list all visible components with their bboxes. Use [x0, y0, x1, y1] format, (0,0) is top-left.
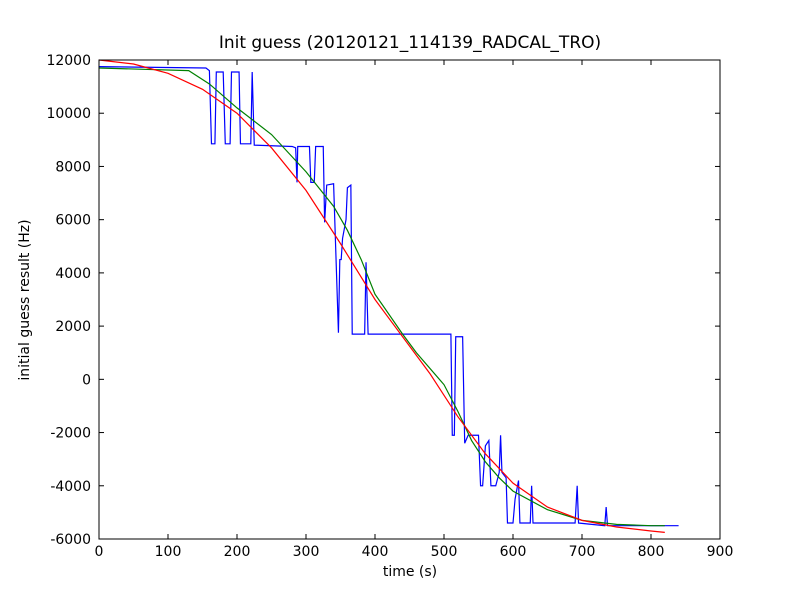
y-tick-label: 4000: [55, 266, 91, 282]
y-axis-label: initial guess result (Hz): [17, 219, 33, 380]
y-tick-label: -2000: [50, 426, 91, 442]
data-line: [98, 67, 665, 527]
plot-frame: [98, 59, 721, 540]
y-tick-label: -4000: [50, 479, 91, 495]
data-line: [98, 59, 665, 533]
y-tick-label: 6000: [55, 213, 91, 229]
x-tick-label: 400: [362, 544, 389, 560]
x-tick-label: 900: [707, 544, 734, 560]
y-tick-label: 8000: [55, 159, 91, 175]
y-tick-label: -6000: [50, 532, 91, 548]
x-tick-label: 500: [431, 544, 458, 560]
y-tick-label: 10000: [46, 106, 91, 122]
x-tick-label: 0: [95, 544, 104, 560]
x-tick-label: 700: [569, 544, 596, 560]
x-tick-label: 200: [224, 544, 251, 560]
x-tick-label: 100: [155, 544, 182, 560]
y-tick-label: 0: [82, 372, 91, 388]
x-tick-label: 300: [293, 544, 320, 560]
x-axis-label: time (s): [383, 564, 437, 580]
y-tick-label: 12000: [46, 53, 91, 69]
x-tick-label: 600: [500, 544, 527, 560]
x-tick-label: 800: [638, 544, 665, 560]
y-tick-label: 2000: [55, 319, 91, 335]
chart-title: Init guess (20120121_114139_RADCAL_TRO): [219, 33, 601, 53]
